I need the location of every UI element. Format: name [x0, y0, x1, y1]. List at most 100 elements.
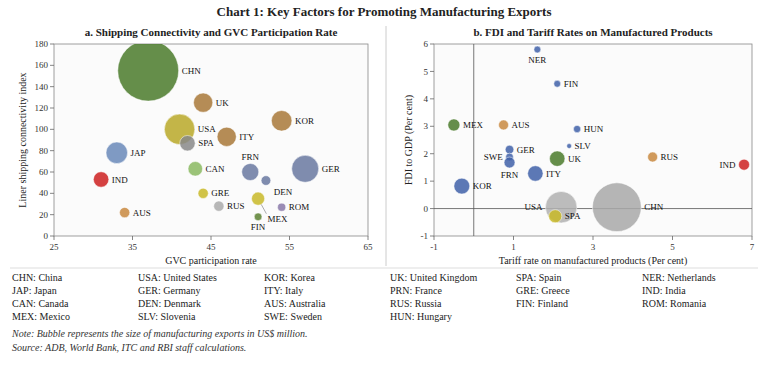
y-tick-label: 0	[44, 231, 49, 241]
country-key: AUS: Australia	[264, 298, 326, 309]
bubble	[198, 188, 208, 198]
plot-frame	[54, 44, 368, 236]
point-labels: NERFINMEXAUSHUNGERSWESLVUKFRNRUSINDITYKO…	[463, 55, 736, 222]
y-tick	[430, 98, 434, 99]
bubble	[271, 111, 292, 132]
y-tick-label: -1	[421, 231, 429, 241]
country-key: UK: United Kingdom	[390, 272, 477, 283]
bubble	[739, 159, 750, 170]
point-label: CHN	[644, 202, 664, 212]
y-axis-label: FDI to GDP (Per cent)	[403, 95, 415, 185]
country-key: MEX: Mexico	[12, 311, 70, 322]
country-key: GER: Germany	[138, 285, 201, 296]
bubble	[242, 163, 259, 180]
bubble	[549, 210, 562, 223]
y-tick-label: 6	[424, 39, 429, 49]
bubble	[106, 142, 128, 164]
y-tick-label: 5	[424, 67, 429, 77]
x-tick-label: 25	[50, 242, 60, 252]
y-tick-label: 2	[424, 149, 429, 159]
bubble	[534, 46, 541, 53]
country-key: CAN: Canada	[12, 298, 69, 309]
y-tick	[430, 236, 434, 237]
y-tick-label: 80	[39, 146, 49, 156]
point-label: SLV	[575, 141, 592, 151]
country-key: DEN: Denmark	[138, 298, 201, 309]
country-key: SLV: Slovenia	[138, 311, 196, 322]
point-label: FIN	[564, 79, 579, 89]
point-label: HUN	[584, 124, 604, 134]
y-tick	[430, 44, 434, 45]
bubble	[120, 207, 130, 217]
y-tick-label: 140	[35, 82, 49, 92]
footnote-separator	[10, 268, 758, 269]
y-tick-label: 4	[424, 94, 429, 104]
y-tick-label: 60	[39, 167, 49, 177]
point-label: GER	[322, 164, 340, 174]
bubble	[252, 192, 265, 205]
point-label: RUS	[227, 201, 245, 211]
y-tick-label: 20	[39, 210, 49, 220]
x-tick	[289, 236, 290, 240]
point-label: SPA	[565, 211, 581, 221]
point-label: MEX	[463, 120, 484, 130]
y-tick	[430, 181, 434, 182]
y-tick	[430, 153, 434, 154]
figure: Chart 1: Key Factors for Promoting Manuf…	[0, 0, 768, 383]
bubble	[505, 145, 514, 154]
bubble	[454, 178, 470, 194]
x-tick-label: 45	[207, 242, 217, 252]
x-tick	[211, 236, 212, 240]
bubble	[504, 157, 515, 168]
point-label: FRN	[501, 170, 519, 180]
bubble	[648, 152, 658, 162]
bubble	[292, 155, 319, 182]
zero-line-x	[473, 44, 474, 236]
y-tick-label: 100	[35, 124, 49, 134]
y-tick	[50, 214, 54, 215]
x-tick	[593, 236, 594, 240]
country-key: HUN: Hungary	[390, 311, 452, 322]
y-tick	[430, 71, 434, 72]
y-tick-label: 0	[424, 204, 429, 214]
note: Note: Bubble represents the size of manu…	[11, 328, 308, 339]
country-key: GRE: Greece	[516, 285, 570, 296]
point-label: MEX	[267, 214, 288, 224]
x-tick-label: 7	[750, 242, 755, 252]
point-label: ROM	[289, 202, 310, 212]
country-key: IND: India	[642, 285, 686, 296]
country-key: KOR: Korea	[264, 272, 315, 283]
y-tick-label: 3	[424, 121, 429, 131]
country-key: JAP: Japan	[12, 285, 57, 296]
y-axis-label: Liner shipping connectivity index	[17, 72, 28, 207]
bubble	[448, 119, 460, 131]
x-tick-label: 3	[591, 242, 596, 252]
y-tick-label: 40	[39, 188, 49, 198]
point-label: KOR	[295, 116, 314, 126]
y-tick-label: 120	[35, 103, 49, 113]
country-key: ITY: Italy	[264, 285, 303, 296]
x-tick	[513, 236, 514, 240]
point-label: CAN	[206, 164, 226, 174]
point-label: USA	[524, 202, 543, 212]
x-axis-label: GVC participation rate	[165, 255, 257, 266]
plot-frame	[434, 44, 752, 236]
panel-title: a. Shipping Connectivity and GVC Partici…	[85, 26, 338, 38]
y-tick	[430, 208, 434, 209]
y-tick	[50, 236, 54, 237]
x-tick-label: 1	[511, 242, 516, 252]
country-key: NER: Netherlands	[642, 272, 716, 283]
country-key: FIN: Finland	[516, 298, 568, 309]
point-label: JAP	[131, 148, 146, 158]
point-label: IND	[112, 175, 128, 185]
point-label: KOR	[473, 181, 492, 191]
y-tick	[50, 150, 54, 151]
point-label: ITY	[239, 132, 254, 142]
y-tick-label: 160	[35, 60, 49, 70]
country-key: USA: United States	[138, 272, 217, 283]
point-label: SPA	[198, 138, 214, 148]
y-tick	[430, 126, 434, 127]
bubble	[567, 144, 572, 149]
x-tick	[752, 236, 753, 240]
point-label: SWE	[484, 152, 504, 162]
